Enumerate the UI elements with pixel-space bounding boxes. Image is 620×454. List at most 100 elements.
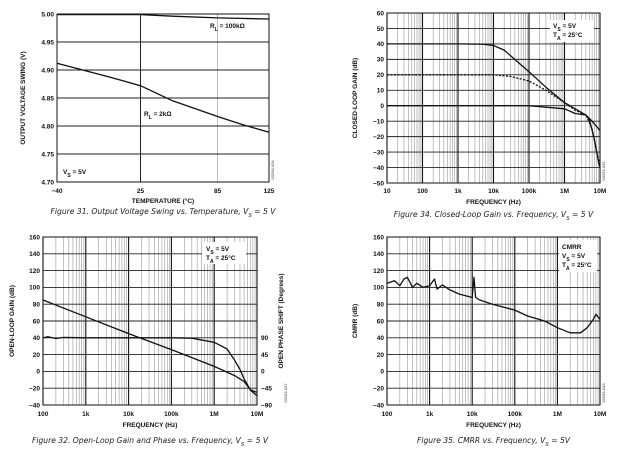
x-tick-label: 10M: [251, 411, 264, 418]
x-tick-label: 10k: [488, 188, 499, 195]
figure-caption: Figure 34. Closed-Loop Gain vs. Frequenc…: [394, 210, 594, 222]
y-tick-label: 40: [377, 335, 385, 342]
y-tick-label: 4.70: [41, 179, 54, 186]
y-tick-label: 60: [377, 318, 385, 325]
x-tick-label: 10k: [123, 411, 134, 418]
annotation-ta: TA = 25°C: [562, 261, 592, 272]
annotation-ta: TA = 25°C: [553, 31, 583, 42]
x-tick-label: 1k: [426, 411, 434, 418]
y-tick-label: 60: [33, 318, 41, 325]
x-tick-label: 100k: [522, 188, 537, 195]
series-line-cmrr: [386, 276, 601, 334]
y-tick-label: 4.85: [41, 95, 54, 102]
series-line-g-1: [387, 105, 601, 168]
y-axis-label: OPEN-LOOP GAIN (dB): [9, 285, 16, 357]
figure-code: 03294-037: [283, 383, 288, 403]
x-tick-label: 85: [214, 188, 222, 195]
y-tick-label: 100: [29, 285, 40, 292]
x-axis-label: FREQUENCY (Hz): [123, 422, 178, 429]
y-tick-label: 160: [373, 234, 384, 241]
chart-output-voltage-swing: 4.70 4.75 4.80 4.85 4.90 4.95 5.00 −40 25 85 125 TE…: [20, 11, 276, 219]
plot-frame: [42, 236, 258, 406]
x-tick-label: 125: [264, 188, 275, 195]
legend-box: [202, 242, 246, 264]
annotation-rl-2k: RL = 2kΩ: [144, 111, 172, 121]
series-line-phase: [42, 336, 258, 397]
x-tick-label: 100: [382, 411, 393, 418]
x-tick-label: 1M: [553, 411, 562, 418]
y-tick-label: 100: [373, 285, 384, 292]
y-axis-label: OUTPUT VOLTAGE SWING (V): [20, 51, 27, 144]
y-tick-label: 20: [377, 72, 385, 79]
annotation-vs: VS = 5V: [206, 246, 230, 256]
y-tick-label: 20: [377, 352, 385, 359]
annotation-vs: VS = 5V: [553, 23, 577, 33]
series-line-gain: [42, 299, 258, 394]
x-tick-label: 10M: [594, 188, 607, 195]
y-tick-label: 140: [373, 251, 384, 258]
chart-open-loop-gain-phase: −40 −20 0 20 40 60 80 100 120 140 160 100 1k 10k 100k 1…: [9, 234, 288, 448]
x-tick-label: 100: [417, 188, 428, 195]
annotation-ta: TA = 25°C: [206, 254, 236, 265]
y2-tick-label: 45: [261, 352, 269, 359]
figure-code: 03294-034: [270, 160, 275, 180]
annotation-cmrr: CMRR: [562, 244, 582, 251]
plot-frame: [56, 13, 270, 183]
x-tick-label: 1k: [454, 188, 462, 195]
y-axis-label: CLOSED-LOOP GAIN (dB): [352, 58, 359, 138]
y2-tick-label: −45: [261, 386, 272, 393]
plot-frame: [386, 12, 601, 184]
legend-box: [550, 20, 594, 42]
figure-caption: Figure 31. Output Voltage Swing vs. Temp…: [51, 207, 277, 219]
annotation-vs: VS = 5V: [562, 253, 586, 263]
figure-caption: Figure 35. CMRR vs. Frequency, VS = 5V: [417, 436, 571, 448]
y2-tick-label: −90: [261, 402, 272, 409]
annotation-rl-100k: RL = 100kΩ: [210, 23, 245, 33]
y-tick-label: 30: [377, 57, 385, 64]
x-tick-label: 10M: [594, 411, 607, 418]
figure-caption: Figure 32. Open-Loop Gain and Phase vs. …: [32, 436, 269, 448]
x-tick-label: 1k: [82, 411, 90, 418]
y2-tick-label: 0: [261, 369, 265, 376]
x-tick-label: 1M: [210, 411, 219, 418]
x-tick-label: 100k: [508, 411, 523, 418]
y-tick-label: 0: [36, 369, 40, 376]
y-axis-label: CMRR (dB): [352, 304, 359, 338]
series-line-rl-100k-: [57, 13, 270, 20]
figure-code: 03294-043: [601, 383, 606, 403]
y-tick-label: 4.95: [41, 39, 54, 46]
y-tick-label: −10: [373, 118, 384, 125]
y-tick-label: −40: [29, 402, 40, 409]
chart-cmrr: −40 −20 0 20 40 60 80 100 120 140 160 100 1k 10k 100k 1…: [352, 234, 606, 448]
x-tick-label: 10k: [467, 411, 478, 418]
y-tick-label: −20: [373, 134, 384, 141]
y-tick-label: 4.75: [41, 151, 54, 158]
y-tick-label: −40: [373, 402, 384, 409]
y-tick-label: 0: [380, 103, 384, 110]
y-tick-label: −50: [373, 180, 384, 187]
y-tick-label: 5.00: [41, 11, 54, 18]
y-tick-label: 60: [377, 10, 385, 17]
y-tick-label: 40: [377, 41, 385, 48]
series-line-rl-2k-: [56, 62, 270, 133]
y-tick-label: 4.90: [41, 67, 54, 74]
y2-axis-label: OPEN PHASE SHIFT (Degrees): [278, 274, 285, 369]
legend-box: [559, 240, 597, 272]
y-tick-label: 120: [29, 268, 40, 275]
figure-code: 03294-035: [601, 161, 606, 181]
y-tick-label: 10: [377, 88, 385, 95]
annotation-vs: VS = 5V: [63, 169, 87, 179]
y-tick-label: 80: [33, 302, 41, 309]
plot-frame: [386, 236, 601, 406]
y2-tick-label: 90: [261, 335, 269, 342]
x-tick-label: −40: [51, 188, 62, 195]
x-tick-label: 10: [383, 188, 391, 195]
y-tick-label: 50: [377, 26, 385, 33]
y-tick-label: −20: [29, 386, 40, 393]
x-axis-label: FREQUENCY (Hz): [466, 199, 521, 206]
x-tick-label: 100k: [164, 411, 179, 418]
y-tick-label: 120: [373, 268, 384, 275]
x-axis-label: FREQUENCY (Hz): [466, 422, 521, 429]
y-tick-label: 140: [29, 251, 40, 258]
